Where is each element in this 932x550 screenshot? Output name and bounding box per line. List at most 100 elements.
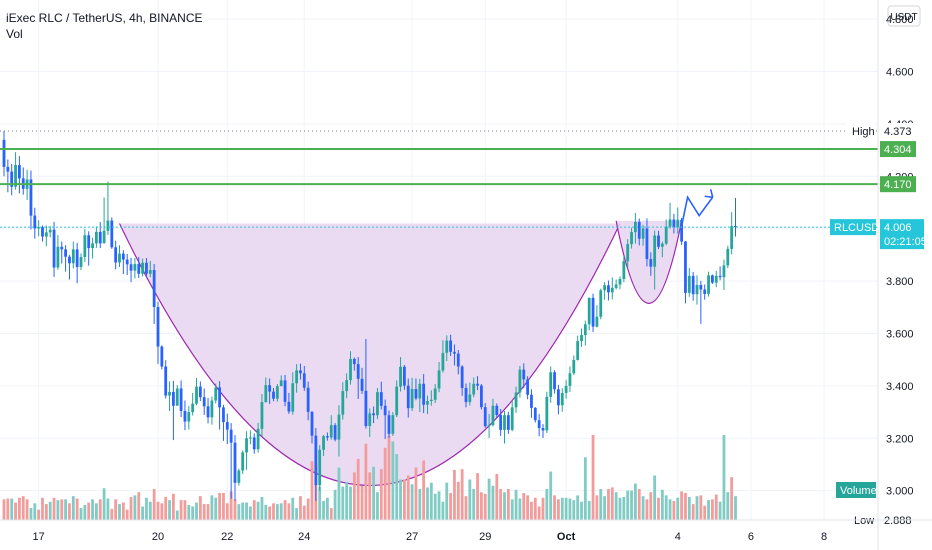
candle (460, 365, 464, 396)
volume-bar (718, 501, 722, 520)
candle (56, 234, 60, 270)
y-tick-label: 4.600 (886, 67, 914, 79)
candle (564, 380, 568, 399)
volume-bar (618, 497, 622, 520)
candle-body (672, 219, 676, 228)
candle (329, 415, 333, 440)
volume-bar (252, 500, 256, 520)
volume-bar (422, 460, 426, 520)
candle-body (668, 219, 672, 227)
candle-body (175, 388, 179, 406)
candle (71, 241, 75, 269)
candle-body (583, 324, 587, 336)
candle-body (530, 394, 533, 408)
candle-body (245, 438, 248, 453)
candle (530, 389, 533, 418)
volume-bar (476, 473, 479, 520)
candle-body (641, 228, 645, 239)
candle (734, 198, 737, 237)
candle (302, 365, 306, 391)
volume-bar (707, 500, 710, 520)
candle-body (495, 405, 499, 415)
volume-bar (98, 499, 102, 520)
candle-body (206, 406, 210, 418)
candle (137, 256, 141, 278)
candle (545, 391, 549, 434)
volume-bar (137, 492, 141, 520)
candle (541, 424, 545, 439)
volume-bar (599, 489, 603, 520)
volume-bar (21, 496, 25, 520)
candle-body (437, 370, 441, 389)
candle-body (491, 405, 495, 426)
currency-label: USDT (890, 12, 917, 23)
candle (618, 276, 622, 290)
candle (210, 396, 214, 425)
candle-body (514, 392, 518, 408)
volume-bar (237, 504, 241, 520)
candle-body (148, 270, 152, 274)
volume-bar (441, 501, 445, 520)
volume-bar (179, 500, 183, 520)
candle-body (260, 402, 264, 429)
y-tick-label: 3.000 (886, 486, 914, 498)
candle (560, 388, 564, 412)
candle (672, 213, 676, 234)
candle (310, 411, 314, 444)
candle-body (333, 425, 337, 440)
candle-body (310, 411, 314, 436)
candle (645, 218, 649, 267)
candle (657, 230, 660, 250)
volume-bar (372, 466, 375, 520)
volume-bar (726, 492, 730, 520)
candle (175, 385, 179, 406)
candle-body (241, 452, 245, 471)
candle (456, 349, 460, 375)
candle (37, 220, 41, 237)
volume-bar (645, 499, 649, 520)
volume-bar (102, 488, 106, 520)
candle-body (418, 383, 422, 399)
volume-bar (75, 498, 79, 520)
candle (295, 364, 298, 393)
candle-body (526, 379, 529, 395)
candle (684, 241, 687, 304)
candle (245, 431, 248, 470)
candle (352, 357, 356, 371)
candle (522, 363, 526, 389)
candle (718, 266, 722, 281)
candle-body (449, 340, 452, 352)
candle-body (368, 413, 372, 426)
candle-body (549, 372, 553, 397)
y-tick-label: 3.800 (886, 276, 914, 288)
candle (206, 397, 210, 424)
candle-body (453, 351, 456, 354)
candle (637, 218, 641, 246)
y-tick-label: 3.400 (886, 381, 914, 393)
candle (403, 364, 406, 390)
volume-bar (48, 501, 52, 520)
volume-bar (530, 501, 533, 520)
y-tick-label: 4.800 (886, 14, 914, 26)
candle (449, 334, 452, 357)
volume-bar (607, 489, 610, 520)
candle (360, 367, 364, 394)
candle (510, 400, 514, 432)
candle-series (2, 130, 737, 502)
volume-bar (156, 501, 160, 520)
candle (10, 163, 14, 196)
candle-body (414, 389, 418, 399)
candle (491, 398, 495, 427)
candle (464, 383, 468, 408)
candle (341, 382, 345, 420)
candle (356, 357, 360, 399)
candle-body (591, 297, 595, 327)
volume-bar (295, 508, 298, 520)
candle (418, 378, 422, 413)
candle (326, 432, 329, 441)
candle (668, 202, 672, 229)
candle (52, 221, 56, 277)
volume-bar (172, 493, 175, 520)
